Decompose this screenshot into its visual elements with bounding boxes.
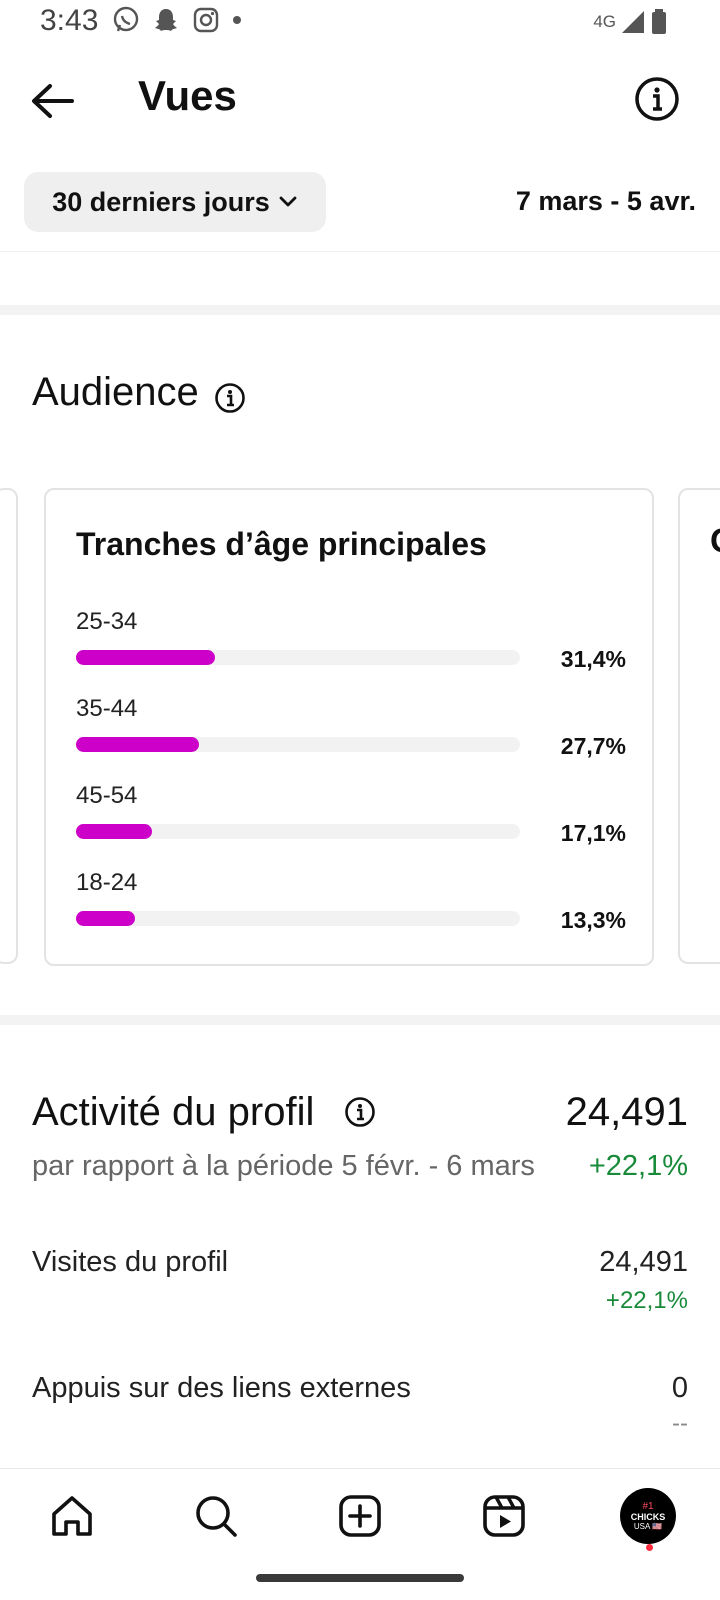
age-percent: 17,1% [560, 820, 626, 846]
network-label: 4G [593, 12, 616, 31]
nav-create[interactable] [324, 1480, 396, 1552]
bar-fill [76, 824, 152, 839]
profile-visits-label: Visites du profil [32, 1246, 229, 1278]
nav-search[interactable] [180, 1480, 252, 1552]
nav-home[interactable] [36, 1480, 108, 1552]
home-indicator[interactable] [256, 1574, 464, 1582]
age-label: 35-44 [76, 695, 138, 722]
age-row: 25-34 31,4% [76, 608, 626, 688]
previous-card[interactable] [0, 488, 18, 964]
avatar-text-line2: CHICKS [630, 1511, 666, 1522]
dot-icon [232, 15, 242, 25]
comparison-period: par rapport à la période 5 févr. - 6 mar… [32, 1150, 535, 1182]
age-row: 18-24 13,3% [76, 869, 626, 949]
audience-info-button[interactable] [214, 382, 246, 414]
search-icon [196, 1496, 237, 1537]
external-links-delta: -- [672, 1410, 688, 1437]
next-card-title: G [710, 522, 720, 561]
status-system: 4G [593, 8, 668, 36]
snapchat-icon [152, 6, 180, 34]
info-icon [345, 1097, 375, 1127]
avatar-text-line3: USA 🇺🇸 [633, 1521, 663, 1531]
age-percent: 31,4% [560, 646, 626, 672]
age-row: 35-44 27,7% [76, 695, 626, 775]
bar-track [76, 737, 520, 752]
nav-profile[interactable]: #1 CHICKS USA 🇺🇸 [612, 1480, 684, 1552]
age-label: 45-54 [76, 782, 138, 809]
date-range-text: 7 mars - 5 avr. [515, 186, 696, 216]
bar-track [76, 650, 520, 665]
date-range-label: 30 derniers jours [52, 186, 270, 217]
info-icon [215, 383, 245, 413]
info-button[interactable] [634, 76, 680, 122]
signal-icon [620, 9, 646, 35]
activity-info-button[interactable] [344, 1096, 376, 1128]
age-percent: 13,3% [560, 907, 626, 933]
bar-fill [76, 737, 199, 752]
bottom-nav: #1 CHICKS USA 🇺🇸 [0, 1480, 720, 1552]
audience-title: Audience [32, 370, 199, 414]
whatsapp-icon [112, 6, 140, 34]
card-title: Tranches d’âge principales [76, 526, 487, 562]
age-percent: 27,7% [560, 733, 626, 759]
home-icon [52, 1496, 92, 1536]
profile-visits-value: 24,491 [599, 1246, 688, 1278]
nav-divider [0, 1468, 720, 1469]
bar-fill [76, 911, 136, 926]
status-time: 3:43 [40, 4, 99, 37]
next-card[interactable]: G [678, 488, 720, 964]
activity-total: 24,491 [565, 1090, 688, 1134]
reels-icon [483, 1495, 525, 1537]
bar-track [76, 911, 520, 926]
age-label: 18-24 [76, 869, 138, 896]
status-app-icons [112, 6, 242, 34]
comparison-delta: +22,1% [588, 1150, 688, 1182]
section-divider [0, 305, 720, 315]
date-range-dropdown[interactable]: 30 derniers jours [24, 172, 326, 232]
battery-icon [650, 8, 668, 36]
avatar: #1 CHICKS USA 🇺🇸 [620, 1488, 676, 1544]
page-title: Vues [138, 72, 237, 119]
profile-activity-title: Activité du profil [32, 1090, 315, 1134]
notification-dot [646, 1544, 653, 1551]
external-links-value: 0 [671, 1372, 688, 1404]
back-arrow-icon [32, 84, 74, 118]
create-icon [339, 1495, 381, 1537]
external-links-label: Appuis sur des liens externes [32, 1372, 411, 1404]
avatar-text-line1: #1 [642, 1500, 654, 1512]
nav-reels[interactable] [468, 1480, 540, 1552]
info-icon [635, 77, 679, 121]
bar-track [76, 824, 520, 839]
section-divider [0, 1015, 720, 1025]
profile-visits-delta: +22,1% [605, 1287, 688, 1314]
age-label: 25-34 [76, 608, 138, 635]
age-row: 45-54 17,1% [76, 782, 626, 862]
back-button[interactable] [28, 78, 78, 124]
instagram-icon [192, 6, 220, 34]
bar-fill [76, 650, 216, 665]
chevron-down-icon [279, 196, 297, 207]
divider [0, 251, 720, 252]
age-ranges-card: Tranches d’âge principales 25-34 31,4% 3… [44, 488, 654, 966]
